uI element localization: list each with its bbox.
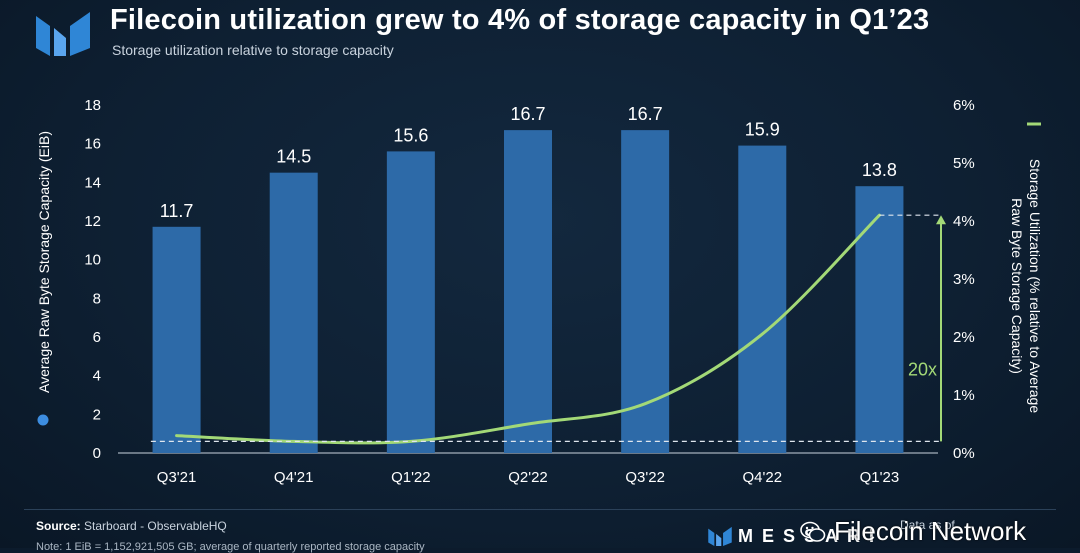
watermark-text: Filecoin Network (834, 516, 1027, 546)
bar (504, 130, 552, 453)
right-tick-label: 4% (953, 213, 975, 230)
left-tick-label: 6 (93, 329, 101, 346)
left-tick-label: 18 (84, 97, 101, 114)
left-tick-label: 8 (93, 290, 101, 307)
right-tick-label: 3% (953, 271, 975, 288)
right-tick-label: 2% (953, 329, 975, 346)
left-axis-label: Average Raw Byte Storage Capacity (EiB) (36, 131, 52, 393)
right-tick-label: 0% (953, 445, 975, 462)
x-tick-label: Q2'22 (508, 469, 548, 486)
messari-mark-icon (708, 526, 732, 546)
bar (152, 226, 201, 453)
messari-logo-icon (36, 12, 90, 56)
left-tick-label: 4 (93, 368, 101, 385)
bar (738, 145, 787, 453)
watermark: Filecoin Network (800, 515, 1026, 548)
source-note: Source: Starboard - ObservableHQ (36, 519, 227, 533)
bar-data-label: 16.7 (510, 104, 545, 124)
left-tick-label: 2 (93, 406, 101, 423)
x-tick-label: Q1'23 (860, 469, 900, 486)
footer-divider (24, 509, 1056, 510)
left-tick-label: 14 (84, 174, 101, 191)
right-axis-label-line2: Raw Byte Storage Capacity) (1009, 198, 1025, 374)
x-tick-label: Q4'21 (274, 469, 314, 486)
bar (269, 172, 318, 453)
bar-data-label: 13.8 (862, 160, 897, 180)
chart-title: Filecoin utilization grew to 4% of stora… (110, 4, 930, 36)
bar (621, 130, 670, 453)
left-tick-label: 16 (84, 136, 101, 153)
left-tick-label: 12 (84, 213, 101, 230)
left-tick-label: 0 (93, 445, 101, 462)
chart-subtitle: Storage utilization relative to storage … (112, 42, 394, 58)
x-tick-label: Q4'22 (743, 469, 783, 486)
x-tick-label: Q3'22 (625, 469, 665, 486)
bar (855, 186, 904, 453)
growth-annotation: 20x (908, 359, 937, 379)
bar-data-label: 15.9 (745, 120, 780, 140)
bar-data-label: 16.7 (628, 104, 663, 124)
growth-arrow-head (936, 215, 946, 225)
utilization-line (175, 213, 881, 445)
x-tick-label: Q3'21 (157, 469, 197, 486)
bar-data-label: 15.6 (393, 125, 428, 145)
source-text: Starboard - ObservableHQ (84, 519, 227, 533)
x-tick-label: Q1'22 (391, 469, 431, 486)
bar-data-label: 14.5 (276, 147, 311, 167)
wechat-icon (800, 521, 826, 542)
data-as-of: Data as of (900, 518, 955, 532)
bar (386, 151, 435, 453)
right-tick-label: 5% (953, 155, 975, 172)
right-tick-label: 6% (953, 97, 975, 114)
footnote: Note: 1 EiB = 1,152,921,505 GB; average … (36, 541, 425, 553)
bar-data-label: 11.7 (160, 201, 194, 221)
right-axis-label-line1: Storage Utilization (% relative to Avera… (1027, 159, 1043, 413)
bar-legend-marker (37, 414, 49, 426)
right-tick-label: 1% (953, 387, 975, 404)
left-tick-label: 10 (84, 252, 101, 269)
source-label: Source: (36, 519, 81, 533)
